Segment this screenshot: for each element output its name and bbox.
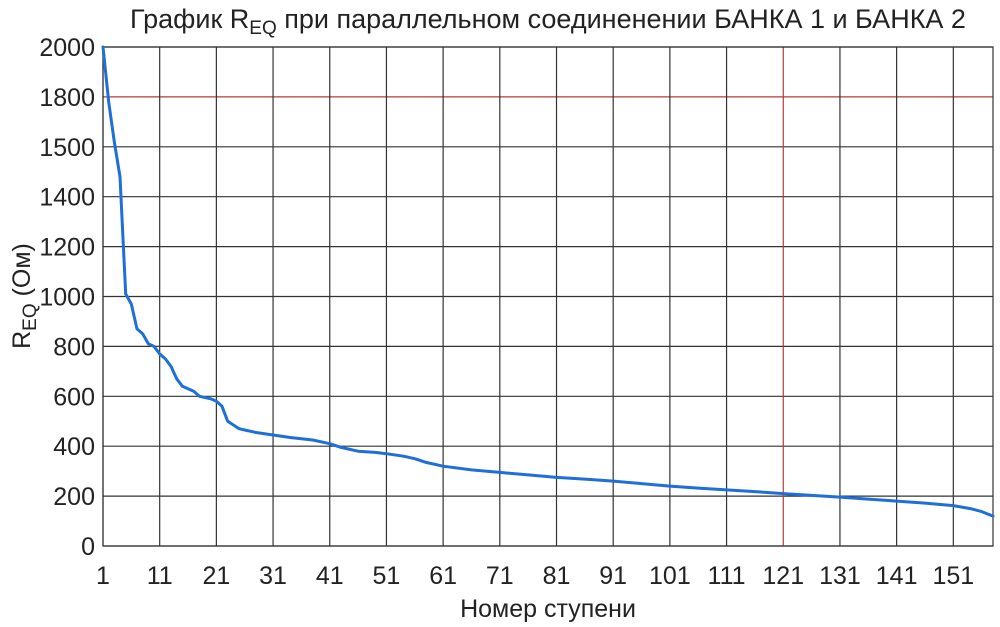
x-tick-label: 121 [762, 562, 804, 590]
x-tick-label: 21 [202, 562, 230, 590]
x-tick-label: 91 [599, 562, 627, 590]
y-axis-label: REQ (Ом) [8, 243, 41, 349]
y-tick-label: 1800 [39, 84, 95, 112]
y-tick-label: 400 [53, 433, 95, 461]
y-tick-labels: 0 200 400 600 800 1000 1200 1400 1500 1800 2000 [39, 34, 95, 561]
x-tick-label: 151 [932, 562, 974, 590]
x-tick-label: 131 [819, 562, 861, 590]
x-tick-label: 71 [486, 562, 514, 590]
y-tick-label: 1000 [39, 284, 95, 312]
x-tick-label: 1 [96, 562, 110, 590]
series-line [101, 45, 995, 518]
x-tick-label: 51 [373, 562, 401, 590]
x-tick-label: 31 [259, 562, 287, 590]
y-tick-label: 200 [53, 483, 95, 511]
x-axis-label: Номер ступени [460, 595, 636, 623]
x-tick-label: 61 [429, 562, 457, 590]
plot-frame [102, 46, 994, 547]
x-tick-label: 41 [316, 562, 344, 590]
x-tick-label: 81 [543, 562, 571, 590]
y-tick-label: 1500 [39, 134, 95, 162]
x-tick-label: 11 [147, 562, 173, 590]
x-tick-label: 111 [708, 562, 746, 590]
x-tick-labels: 1 11 21 31 41 51 61 71 81 91 101 111 121 131 141 151 [96, 562, 974, 590]
y-tick-label: 2000 [39, 34, 95, 62]
y-tick-label: 800 [53, 333, 95, 361]
y-tick-label: 1200 [39, 234, 95, 262]
chart-title: График REQ при параллельном соединенении… [130, 4, 966, 39]
x-tick-label: 101 [649, 562, 691, 590]
y-tick-label: 0 [81, 533, 95, 561]
y-tick-label: 600 [53, 383, 95, 411]
y-tick-label: 1400 [39, 184, 95, 212]
x-tick-label: 141 [876, 562, 918, 590]
grid [102, 46, 993, 547]
